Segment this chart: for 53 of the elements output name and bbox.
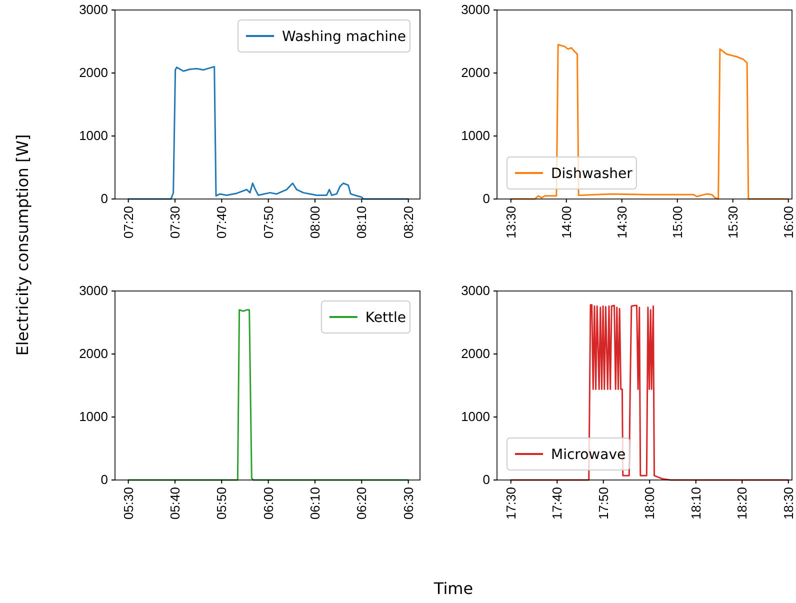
x-tick-label: 05:40: [168, 487, 183, 520]
x-tick-label: 14:30: [614, 206, 630, 239]
y-tick-label: 2000: [79, 65, 108, 80]
line-series: [128, 66, 410, 200]
x-tick-label: 06:10: [308, 487, 323, 520]
y-tick-label: 1000: [79, 409, 108, 424]
x-tick-label: 18:10: [688, 487, 704, 520]
legend-label: Microwave: [551, 446, 626, 463]
x-axis-title: Time: [432, 579, 474, 598]
y-tick-label: 2000: [461, 65, 490, 80]
x-tick-label: 06:00: [260, 487, 276, 520]
x-tick-label: 15:30: [725, 206, 740, 239]
y-tick-label: 0: [100, 472, 108, 488]
x-tick-label: 06:20: [354, 487, 370, 520]
x-tick-label: 07:20: [120, 206, 136, 239]
x-tick-label: 13:30: [503, 206, 518, 239]
x-tick-label: 14:00: [558, 206, 574, 239]
y-tick-label: 1000: [461, 409, 490, 424]
y-tick-label: 1000: [461, 128, 490, 144]
y-axis-title: Electricity consumption [W]: [13, 134, 32, 356]
x-tick-label: 18:20: [734, 487, 750, 520]
x-tick-label: 18:00: [642, 487, 658, 520]
x-tick-label: 06:30: [400, 487, 416, 520]
x-tick-label: 08:20: [400, 206, 416, 239]
x-tick-label: 18:30: [780, 487, 796, 520]
legend-label: Washing machine: [282, 28, 406, 45]
y-tick-label: 1000: [79, 128, 108, 144]
y-tick-label: 0: [100, 191, 108, 206]
y-tick-label: 3000: [461, 2, 490, 18]
x-tick-label: 08:00: [308, 206, 323, 239]
y-tick-label: 3000: [461, 283, 490, 298]
y-tick-label: 2000: [79, 346, 108, 362]
x-tick-label: 05:50: [214, 487, 230, 520]
y-tick-label: 3000: [79, 2, 108, 18]
x-tick-label: 16:00: [780, 206, 796, 239]
x-tick-label: 17:30: [503, 487, 518, 520]
legend-label: Kettle: [365, 310, 406, 326]
x-tick-label: 08:10: [354, 206, 370, 239]
x-tick-label: 05:30: [120, 487, 136, 520]
line-series: [510, 304, 790, 481]
y-tick-label: 3000: [79, 283, 108, 298]
legend-label: Dishwasher: [551, 166, 633, 182]
x-tick-label: 17:40: [550, 487, 565, 520]
y-tick-label: 0: [482, 191, 490, 206]
x-tick-label: 17:50: [596, 487, 611, 520]
x-tick-label: 07:50: [260, 206, 276, 239]
x-tick-label: 15:00: [670, 206, 685, 239]
x-tick-label: 07:40: [214, 206, 230, 239]
y-tick-label: 2000: [461, 346, 490, 362]
y-tick-label: 0: [482, 472, 490, 488]
x-tick-label: 07:30: [168, 206, 183, 239]
line-series: [510, 44, 788, 200]
line-series: [128, 309, 410, 481]
